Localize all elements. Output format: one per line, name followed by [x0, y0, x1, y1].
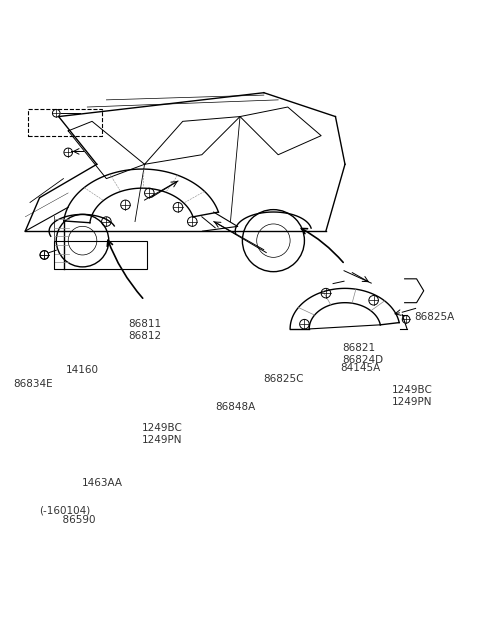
Text: 1463AA: 1463AA	[82, 478, 122, 488]
Text: 14160: 14160	[66, 365, 99, 375]
Text: 86590: 86590	[56, 515, 96, 525]
Text: 86811
86812: 86811 86812	[128, 319, 161, 340]
Text: 84145A: 84145A	[340, 363, 381, 373]
Text: 86821
86824D: 86821 86824D	[343, 343, 384, 365]
Text: (-160104): (-160104)	[39, 506, 91, 515]
Bar	[54, 241, 147, 269]
Text: 1249BC
1249PN: 1249BC 1249PN	[142, 423, 183, 444]
Text: 86825A: 86825A	[414, 312, 455, 322]
Text: 86848A: 86848A	[215, 402, 255, 411]
Text: 1249BC
1249PN: 1249BC 1249PN	[392, 385, 432, 406]
Text: 86825C: 86825C	[263, 374, 303, 384]
Text: 86834E: 86834E	[13, 378, 53, 389]
